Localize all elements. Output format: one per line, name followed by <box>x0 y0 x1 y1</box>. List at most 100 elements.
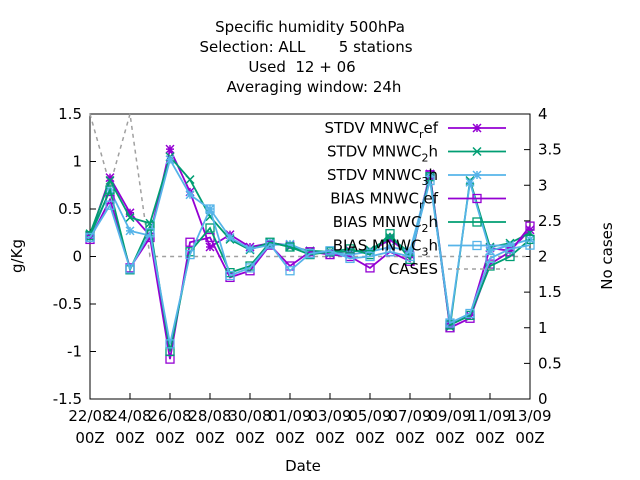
data-point <box>245 263 255 273</box>
legend-label: BIAS MNWC3h <box>333 237 438 259</box>
legend-item: BIAS MNWC2h <box>333 213 506 235</box>
x-tick-date: 26/08 <box>148 407 191 425</box>
data-point <box>385 242 395 252</box>
data-point <box>472 123 482 133</box>
legend-item: STDV MNWCref <box>324 119 506 141</box>
data-point <box>385 234 395 244</box>
legend-label: BIAS MNWCref <box>330 190 438 212</box>
legend-item: CASES <box>389 260 506 278</box>
data-point <box>185 190 195 200</box>
data-point <box>165 155 175 165</box>
y2-tick-label: 0.5 <box>538 354 562 372</box>
data-point <box>405 246 415 256</box>
x-tick-time: 00Z <box>475 429 504 447</box>
data-point <box>485 253 495 264</box>
data-point <box>445 318 455 328</box>
data-point <box>472 193 482 204</box>
data-point <box>145 221 155 231</box>
data-point <box>385 229 395 239</box>
y2-tick-label: 2 <box>538 248 548 266</box>
data-point <box>245 244 255 254</box>
data-point <box>505 244 515 254</box>
data-point <box>105 185 115 195</box>
series-line <box>89 180 531 345</box>
data-point <box>125 213 135 223</box>
x-tick-time: 00Z <box>355 429 384 447</box>
y-tick-label: 0.5 <box>58 200 82 218</box>
y-tick-label: 1.5 <box>58 105 82 123</box>
chart-title: Specific humidity 500hPa Selection: ALL … <box>199 18 412 96</box>
y-tick-label: 1 <box>72 153 82 171</box>
data-point <box>525 240 535 250</box>
x-tick-date: 05/09 <box>348 407 391 425</box>
y2-tick-label: 0 <box>538 390 548 408</box>
data-point <box>472 146 482 157</box>
x-tick-date: 24/08 <box>108 407 151 425</box>
y2-tick-label: 3.5 <box>538 141 562 159</box>
y2-tick-label: 4 <box>538 105 548 123</box>
data-point <box>125 226 135 236</box>
title-line-2: Selection: ALL 5 stations <box>199 38 412 56</box>
data-point <box>365 263 375 273</box>
series-line <box>89 157 531 324</box>
legend-item: BIAS MNWCref <box>330 190 506 212</box>
data-point <box>225 232 235 243</box>
data-point <box>305 248 315 259</box>
y-axis-ticks: -1.5 -1 -0.5 0 0.5 1 1.5 <box>53 105 96 408</box>
x-tick-time: 00Z <box>275 429 304 447</box>
y-tick-label: -0.5 <box>53 295 82 313</box>
title-line-4: Averaging window: 24h <box>227 78 402 96</box>
x-tick-time: 00Z <box>515 429 544 447</box>
x-tick-time: 00Z <box>235 429 264 447</box>
y-tick-label: -1 <box>67 343 82 361</box>
data-point <box>472 240 482 251</box>
x-tick-time: 00Z <box>115 429 144 447</box>
data-point <box>345 253 355 264</box>
legend-item: STDV MNWC2h <box>327 143 506 165</box>
data-point <box>85 232 95 243</box>
data-point <box>525 234 535 245</box>
data-point <box>285 242 295 252</box>
y2-tick-label: 1.5 <box>538 283 562 301</box>
data-point <box>525 221 535 231</box>
series-line <box>89 113 530 258</box>
x-tick-date: 28/08 <box>188 407 231 425</box>
x-tick-date: 07/09 <box>388 407 431 425</box>
data-point <box>425 175 435 186</box>
data-point <box>125 208 135 218</box>
data-point <box>105 200 115 210</box>
x-axis-label: Date <box>285 457 321 475</box>
x-axis-ticks: 22/0800Z24/0800Z26/0800Z28/0800Z30/0800Z… <box>68 393 552 447</box>
legend-label: STDV MNWC3h <box>327 166 438 188</box>
x-tick-date: 01/09 <box>268 407 311 425</box>
data-point <box>485 246 495 256</box>
y2-axis-label: No cases <box>598 222 616 290</box>
data-point <box>325 248 335 258</box>
data-point <box>365 247 375 257</box>
data-point <box>265 239 275 249</box>
data-point <box>105 175 115 186</box>
legend-label: STDV MNWCref <box>324 119 438 141</box>
y2-tick-label: 3 <box>538 176 548 194</box>
data-point <box>345 244 355 254</box>
series-line <box>89 154 531 327</box>
y-tick-label: 0 <box>72 248 82 266</box>
series-layer <box>85 113 535 364</box>
data-point <box>472 217 482 227</box>
data-point <box>105 173 115 183</box>
legend-label: STDV MNWC2h <box>327 143 438 165</box>
data-point <box>472 170 482 180</box>
data-point <box>145 228 155 238</box>
data-point <box>205 204 215 214</box>
data-point <box>225 270 235 281</box>
y2-tick-label: 1 <box>538 319 548 337</box>
data-point <box>365 251 375 262</box>
data-point <box>285 239 295 249</box>
legend-item: STDV MNWC3h <box>327 166 506 188</box>
data-point <box>185 175 195 185</box>
data-point <box>185 249 195 260</box>
y-axis-label: g/Kg <box>8 239 26 273</box>
data-point <box>165 144 175 154</box>
